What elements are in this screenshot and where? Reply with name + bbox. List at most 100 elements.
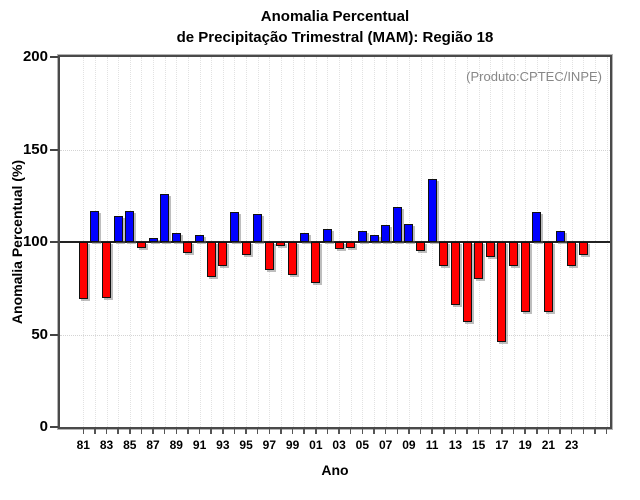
x-tick — [559, 429, 561, 434]
bar-2009 — [404, 223, 414, 242]
bar-1987 — [148, 238, 158, 242]
bar-1991 — [195, 234, 205, 242]
bar-2017 — [497, 242, 507, 342]
y-tick — [50, 333, 58, 336]
bar-2019 — [520, 242, 530, 313]
bar-2015 — [474, 242, 484, 279]
bar-2013 — [450, 242, 460, 305]
bar-2021 — [543, 242, 553, 313]
x-tick — [489, 429, 492, 434]
x-tick — [303, 429, 305, 434]
chart-title-line1: Anomalia Percentual — [260, 8, 410, 25]
x-tick — [245, 429, 247, 434]
bar-1999 — [288, 242, 298, 276]
bar-1984 — [113, 216, 123, 242]
x-tick-label: 93 — [216, 438, 230, 452]
plot-area: (Produto:CPTEC/INPE) Ano 81 83 85 87 89 91 93 9… — [23, 48, 613, 478]
bar-2011 — [427, 179, 437, 242]
bar-2022 — [555, 230, 565, 242]
bar-2008 — [392, 206, 402, 242]
x-tick-label: 11 — [425, 438, 439, 452]
y-tick — [50, 148, 58, 151]
x-axis-title: Ano — [321, 462, 349, 478]
x-tick — [140, 429, 143, 434]
x-tick-label: 95 — [239, 438, 253, 452]
x-tick — [384, 429, 387, 434]
x-tick — [582, 429, 585, 434]
x-tick — [94, 429, 96, 434]
x-tick-label: 03 — [332, 438, 346, 452]
bar-2020 — [532, 212, 542, 242]
x-tick — [594, 429, 596, 434]
y-tick-label: 200 — [22, 48, 48, 65]
bar-2016 — [485, 242, 495, 257]
x-tick — [198, 429, 201, 434]
x-tick — [349, 429, 352, 434]
bar-1995 — [241, 242, 251, 255]
x-tick — [222, 429, 224, 434]
bar-1996 — [253, 214, 263, 242]
x-tick-label: 23 — [564, 438, 579, 452]
chart-title-line2: de Precipitação Trimestral (MAM): Região… — [176, 29, 494, 46]
x-tick — [82, 429, 85, 434]
x-tick — [547, 429, 550, 434]
x-tick — [175, 429, 178, 434]
bar-2003 — [334, 242, 344, 250]
bar-1993 — [218, 242, 228, 267]
bar-2000 — [299, 232, 309, 242]
x-tick — [466, 429, 468, 434]
bar-1989 — [171, 232, 181, 242]
bar-2002 — [322, 229, 332, 242]
bar-2012 — [439, 242, 449, 267]
x-tick-label: 87 — [146, 438, 160, 452]
x-tick — [187, 429, 189, 434]
x-tick — [256, 429, 259, 434]
bar-2010 — [416, 242, 425, 252]
x-tick-label: 21 — [541, 438, 556, 452]
bar-2001 — [311, 242, 321, 283]
y-tick-label: 0 — [39, 418, 48, 435]
x-tick-label: 01 — [309, 438, 323, 452]
x-tick-label: 99 — [285, 438, 300, 452]
y-tick — [50, 56, 58, 58]
bar-1982 — [90, 210, 100, 242]
x-tick-label: 07 — [378, 438, 393, 452]
horizontal-gridline — [60, 149, 610, 151]
x-tick — [454, 429, 457, 434]
x-tick-label: 83 — [99, 438, 114, 452]
x-tick-label: 09 — [402, 438, 416, 452]
bar-1986 — [136, 242, 146, 248]
x-tick-label: 17 — [495, 438, 509, 452]
x-tick — [326, 429, 329, 434]
bar-1990 — [183, 242, 193, 254]
x-tick — [361, 429, 364, 434]
bar-1985 — [125, 210, 135, 242]
x-tick-label: 19 — [518, 438, 532, 452]
chart-title: Anomalia Percentual de Precipitação Trim… — [58, 6, 612, 48]
x-tick — [501, 429, 503, 434]
y-tick — [50, 426, 58, 428]
x-tick — [373, 429, 375, 434]
bar-2023 — [567, 242, 577, 267]
x-tick — [117, 429, 119, 434]
bar-1998 — [276, 242, 286, 246]
x-tick — [280, 429, 282, 434]
bar-2005 — [357, 230, 367, 242]
x-tick — [315, 429, 317, 434]
bar-1983 — [102, 242, 112, 298]
y-tick-label: 50 — [31, 325, 48, 343]
bar-1992 — [206, 242, 216, 278]
bar-1994 — [229, 212, 239, 242]
x-tick — [291, 429, 294, 434]
x-tick-label: 91 — [192, 438, 207, 452]
x-tick — [233, 429, 236, 434]
bar-2006 — [369, 234, 379, 242]
x-tick — [477, 429, 480, 434]
x-tick-label: 13 — [448, 438, 463, 452]
x-tick — [210, 429, 212, 434]
y-tick-label: 150 — [22, 140, 48, 158]
bar-1988 — [160, 193, 170, 242]
x-tick-label: 89 — [169, 438, 183, 452]
x-tick-label: 85 — [123, 438, 137, 452]
x-tick — [268, 429, 271, 434]
